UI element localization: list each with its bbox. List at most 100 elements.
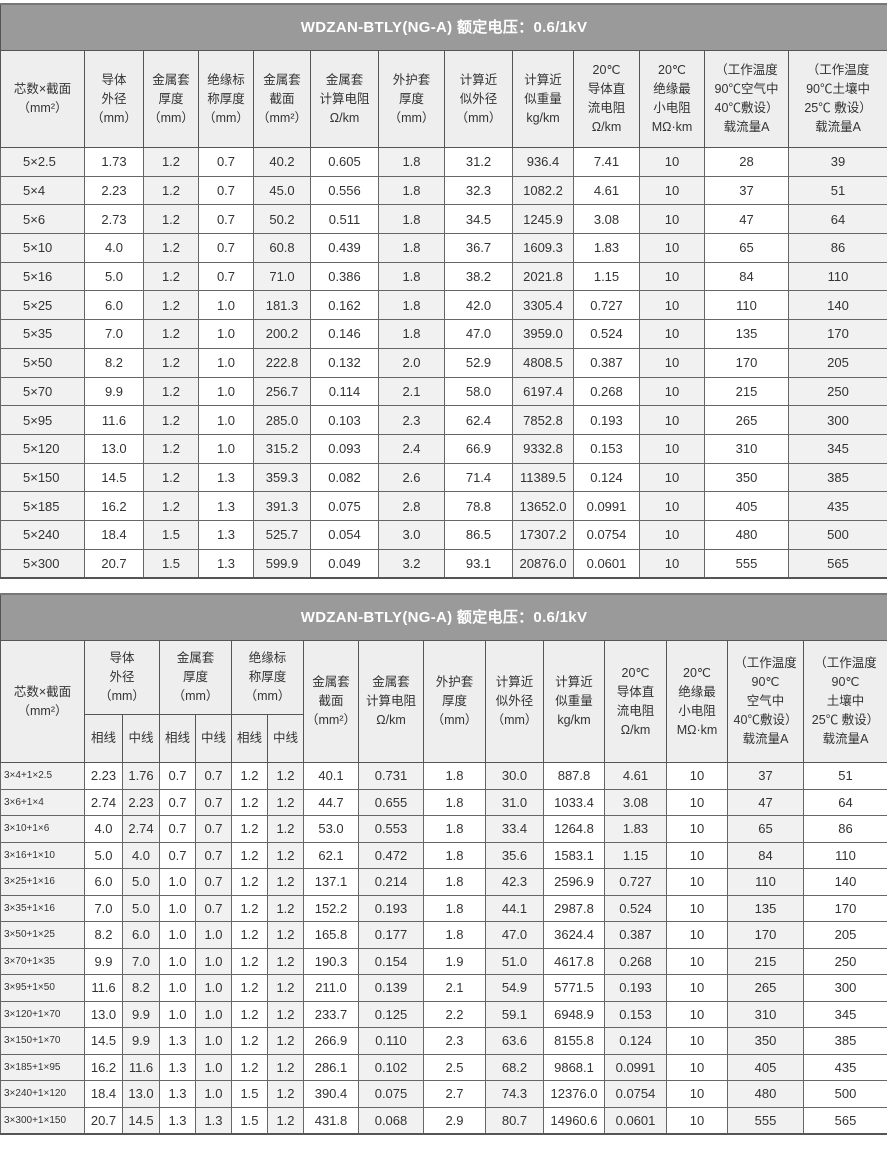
sub-column-header: 中线	[122, 714, 160, 763]
value-cell: 1.8	[423, 788, 486, 816]
value-cell: 78.8	[444, 491, 513, 521]
column-header: 金属套 截面 （mm²）	[303, 640, 359, 763]
column-header: 计算近 似重量 kg/km	[543, 640, 605, 763]
value-cell: 39	[787, 147, 887, 177]
value-cell: 1.76	[122, 762, 160, 790]
spec-cell: 3×95+1×50	[0, 974, 85, 1002]
value-cell: 2.8	[378, 491, 445, 521]
value-cell: 1.8	[378, 290, 445, 321]
value-cell: 1.2	[267, 815, 304, 843]
value-cell: 135	[704, 319, 789, 349]
value-cell: 7.0	[84, 894, 123, 922]
value-cell: 0.075	[310, 491, 379, 521]
value-cell: 1245.9	[512, 204, 574, 235]
value-cell: 1.8	[378, 319, 445, 349]
value-cell: 51.0	[485, 947, 544, 975]
value-cell: 38.2	[444, 261, 513, 292]
value-cell: 0.139	[358, 974, 424, 1002]
table-row: 5×120 13.0 1.2 1.0 315.2 0.093 2.4 66.9 9332.8 0.…	[0, 433, 887, 464]
value-cell: 47	[704, 204, 789, 235]
spec-cell: 5×120	[0, 433, 85, 464]
value-cell: 71.4	[444, 462, 513, 493]
value-cell: 3624.4	[543, 921, 605, 949]
value-cell: 10	[666, 1027, 728, 1055]
spec-cell: 3×150+1×70	[0, 1027, 85, 1055]
value-cell: 1.5	[143, 519, 199, 550]
value-cell: 10	[639, 261, 705, 292]
spec-cell: 3×25+1×16	[0, 868, 85, 896]
value-cell: 205	[787, 347, 887, 378]
value-cell: 350	[704, 462, 789, 493]
value-cell: 14.5	[122, 1106, 160, 1135]
table-row: 3×240+1×120 18.4 13.0 1.3 1.0 1.5 1.2 390.4 0.07…	[0, 1080, 887, 1108]
value-cell: 1.2	[143, 376, 199, 407]
value-cell: 10	[666, 974, 728, 1002]
value-cell: 480	[704, 519, 789, 550]
value-cell: 65	[704, 233, 789, 263]
value-cell: 7.0	[122, 947, 160, 975]
table-row: 3×6+1×4 2.74 2.23 0.7 0.7 1.2 1.2 44.7 0.655 1.8 3…	[0, 788, 887, 816]
value-cell: 1.2	[231, 815, 268, 843]
value-cell: 2021.8	[512, 261, 574, 292]
value-cell: 8.2	[84, 921, 123, 949]
value-cell: 345	[803, 1000, 887, 1028]
sub-column-header: 相线	[231, 714, 268, 763]
column-header: 金属套 厚度 （mm）	[159, 640, 232, 715]
value-cell: 1.0	[159, 868, 196, 896]
value-cell: 1.2	[231, 974, 268, 1002]
value-cell: 0.114	[310, 376, 379, 407]
value-cell: 84	[727, 841, 804, 869]
value-cell: 32.3	[444, 175, 513, 206]
value-cell: 1.2	[267, 841, 304, 869]
value-cell: 1.2	[267, 1080, 304, 1108]
value-cell: 10	[666, 841, 728, 869]
value-cell: 1.2	[143, 433, 199, 464]
spec-cell: 5×70	[0, 376, 85, 407]
value-cell: 405	[704, 491, 789, 521]
value-cell: 1.8	[423, 762, 486, 790]
value-cell: 10	[666, 1080, 728, 1108]
spec-cell: 5×50	[0, 347, 85, 378]
value-cell: 480	[727, 1080, 804, 1108]
column-header: （工作温度 90℃土壤中 25℃ 敷设） 载流量A	[787, 50, 887, 148]
value-cell: 205	[803, 921, 887, 949]
value-cell: 20.7	[84, 1106, 123, 1135]
value-cell: 1.8	[423, 841, 486, 869]
table-row: 3×50+1×25 8.2 6.0 1.0 1.0 1.2 1.2 165.8 0.177 1.8…	[0, 921, 887, 949]
spec-cell: 5×4	[0, 175, 85, 206]
value-cell: 250	[787, 376, 887, 407]
value-cell: 6.0	[122, 921, 160, 949]
column-header: （工作温度 90℃ 空气中 40℃敷设） 载流量A	[727, 640, 804, 763]
value-cell: 233.7	[303, 1000, 359, 1028]
value-cell: 2.7	[423, 1080, 486, 1108]
value-cell: 285.0	[253, 405, 311, 435]
value-cell: 0.110	[358, 1027, 424, 1055]
value-cell: 10	[666, 815, 728, 843]
value-cell: 2.4	[378, 433, 445, 464]
value-cell: 7852.8	[512, 405, 574, 435]
table-row: 5×300 20.7 1.5 1.3 599.9 0.049 3.2 93.1 20876.0 0…	[0, 548, 887, 580]
spec-cell: 5×16	[0, 261, 85, 292]
value-cell: 1.3	[159, 1053, 196, 1081]
value-cell: 0.7	[198, 233, 254, 263]
value-cell: 1.8	[378, 147, 445, 177]
value-cell: 9332.8	[512, 433, 574, 464]
value-cell: 2987.8	[543, 894, 605, 922]
value-cell: 200.2	[253, 319, 311, 349]
table-row: 5×16 5.0 1.2 0.7 71.0 0.386 1.8 38.2 2021.8 1.15 1…	[0, 261, 887, 292]
value-cell: 10	[666, 1053, 728, 1081]
value-cell: 2.3	[423, 1027, 486, 1055]
value-cell: 0.7	[195, 894, 232, 922]
spec-cell: 3×16+1×10	[0, 841, 85, 869]
value-cell: 170	[803, 894, 887, 922]
value-cell: 215	[704, 376, 789, 407]
value-cell: 1.15	[604, 841, 667, 869]
spec-cell: 3×35+1×16	[0, 894, 85, 922]
value-cell: 30.0	[485, 762, 544, 790]
value-cell: 0.7	[198, 261, 254, 292]
value-cell: 1.2	[143, 347, 199, 378]
value-cell: 63.6	[485, 1027, 544, 1055]
value-cell: 42.0	[444, 290, 513, 321]
value-cell: 11.6	[122, 1053, 160, 1081]
value-cell: 887.8	[543, 762, 605, 790]
